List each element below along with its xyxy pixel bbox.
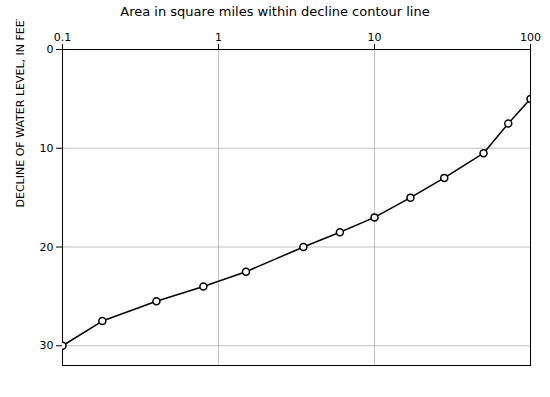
svg-text:0.1: 0.1	[54, 31, 72, 44]
svg-text:1: 1	[215, 31, 222, 44]
svg-text:DECLINE OF WATER LEVEL, IN FEE: DECLINE OF WATER LEVEL, IN FEET	[14, 19, 27, 208]
svg-text:20: 20	[40, 241, 54, 254]
svg-text:10: 10	[368, 31, 382, 44]
svg-text:0: 0	[47, 43, 54, 56]
svg-text:10: 10	[40, 142, 54, 155]
svg-text:100: 100	[520, 31, 541, 44]
svg-text:30: 30	[40, 339, 54, 352]
html-text:Area in square miles within de: Area in square miles within decline cont…	[120, 4, 430, 19]
